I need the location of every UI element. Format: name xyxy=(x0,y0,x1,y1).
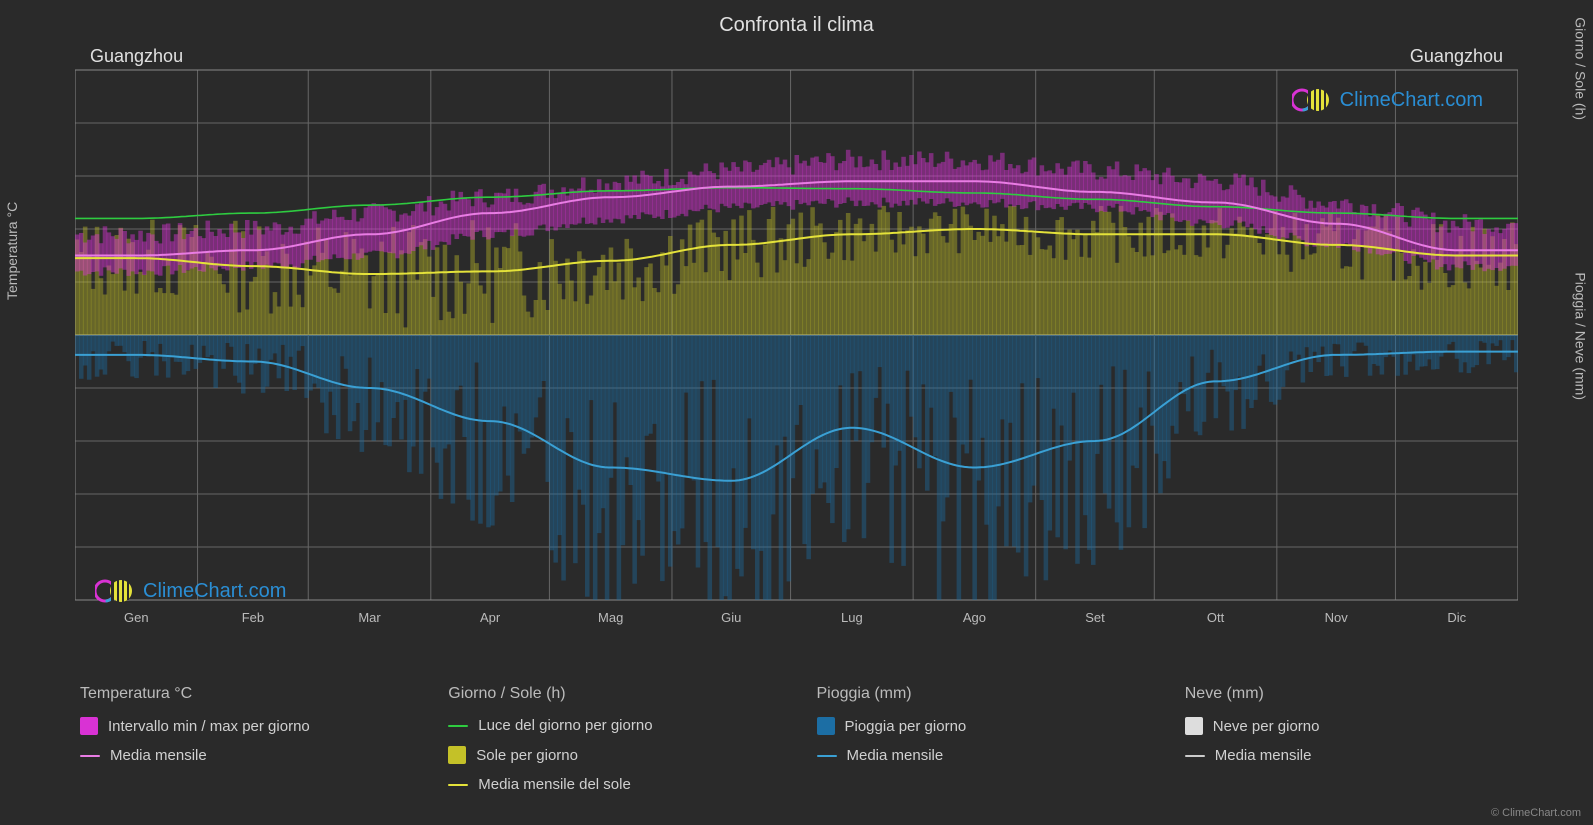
watermark-top: ClimeChart.com xyxy=(1292,86,1483,114)
watermark-text: ClimeChart.com xyxy=(143,580,286,603)
y-axis-left-label: Temperatura °C xyxy=(4,202,20,300)
legend-item-label: Media mensile xyxy=(110,747,207,764)
svg-text:Ott: Ott xyxy=(1207,610,1225,625)
daily-bands xyxy=(75,150,1518,600)
legend-item: Media mensile del sole xyxy=(448,776,776,793)
legend-item-label: Media mensile del sole xyxy=(478,776,631,793)
svg-text:Mar: Mar xyxy=(358,610,381,625)
legend-group: Giorno / Sole (h) Luce del giorno per gio… xyxy=(448,685,776,805)
legend-item-label: Luce del giorno per giorno xyxy=(478,717,652,734)
legend-swatch xyxy=(817,755,837,757)
chart-plot-area: -50-40-30-20-100102030405006121824102030… xyxy=(75,40,1518,647)
legend-item-label: Neve per giorno xyxy=(1213,718,1320,735)
legend-heading: Neve (mm) xyxy=(1185,685,1513,703)
legend-item-label: Pioggia per giorno xyxy=(845,718,967,735)
y-axis-right-bottom-label: Pioggia / Neve (mm) xyxy=(1573,272,1589,400)
legend-item-label: Media mensile xyxy=(847,747,944,764)
watermark-bottom: ClimeChart.com xyxy=(95,577,286,605)
legend: Temperatura °C Intervallo min / max per g… xyxy=(80,685,1513,805)
legend-item: Neve per giorno xyxy=(1185,717,1513,735)
svg-text:Gen: Gen xyxy=(124,610,149,625)
svg-text:Feb: Feb xyxy=(242,610,264,625)
legend-item: Sole per giorno xyxy=(448,746,776,764)
legend-swatch xyxy=(817,717,835,735)
legend-heading: Pioggia (mm) xyxy=(817,685,1145,703)
watermark-text: ClimeChart.com xyxy=(1340,89,1483,112)
copyright-text: © ClimeChart.com xyxy=(1491,807,1581,819)
legend-item-label: Media mensile xyxy=(1215,747,1312,764)
legend-item: Pioggia per giorno xyxy=(817,717,1145,735)
svg-text:Mag: Mag xyxy=(598,610,623,625)
svg-text:Dic: Dic xyxy=(1447,610,1466,625)
legend-item: Media mensile xyxy=(80,747,408,764)
legend-item: Media mensile xyxy=(1185,747,1513,764)
chart-title: Confronta il clima xyxy=(719,14,874,37)
svg-text:Apr: Apr xyxy=(480,610,501,625)
legend-group: Temperatura °C Intervallo min / max per g… xyxy=(80,685,408,805)
legend-item-label: Intervallo min / max per giorno xyxy=(108,718,310,735)
legend-swatch xyxy=(1185,717,1203,735)
legend-heading: Temperatura °C xyxy=(80,685,408,703)
legend-swatch xyxy=(448,725,468,727)
svg-text:Ago: Ago xyxy=(963,610,986,625)
climate-chart-svg: -50-40-30-20-100102030405006121824102030… xyxy=(75,40,1518,640)
legend-swatch xyxy=(1185,755,1205,757)
legend-swatch xyxy=(80,717,98,735)
svg-text:Set: Set xyxy=(1085,610,1105,625)
y-axis-right-top-label: Giorno / Sole (h) xyxy=(1573,17,1589,120)
legend-item: Intervallo min / max per giorno xyxy=(80,717,408,735)
legend-heading: Giorno / Sole (h) xyxy=(448,685,776,703)
svg-text:Giu: Giu xyxy=(721,610,741,625)
legend-group: Pioggia (mm) Pioggia per giorno Media mens… xyxy=(817,685,1145,805)
svg-text:Lug: Lug xyxy=(841,610,863,625)
legend-swatch xyxy=(448,784,468,786)
legend-swatch xyxy=(80,755,100,757)
legend-group: Neve (mm) Neve per giorno Media mensile xyxy=(1185,685,1513,805)
legend-item: Luce del giorno per giorno xyxy=(448,717,776,734)
legend-item-label: Sole per giorno xyxy=(476,747,578,764)
legend-item: Media mensile xyxy=(817,747,1145,764)
svg-text:Nov: Nov xyxy=(1325,610,1349,625)
legend-swatch xyxy=(448,746,466,764)
